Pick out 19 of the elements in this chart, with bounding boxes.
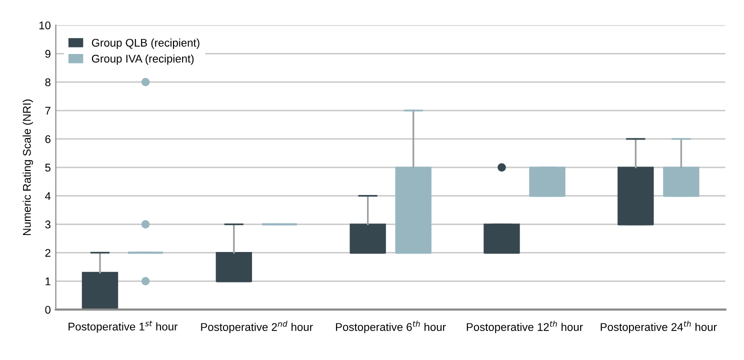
y-tick-label: 9	[45, 50, 50, 58]
y-tick-label: 0	[45, 306, 51, 314]
legend-label: Group IVA (recipient)	[92, 54, 194, 65]
x-tick-label: Postoperative 1$^{st}$ hour	[68, 320, 178, 333]
y-tick-label: 5	[45, 164, 50, 172]
y-tick-label: 7	[45, 106, 50, 115]
y-tick-label: 2	[45, 248, 50, 257]
y-tick-label: 10	[39, 21, 51, 30]
y-axis-title: Numeric Rating Scale (NRI)	[22, 100, 34, 236]
x-tick-label: Postoperative 12$^{th}$ hour	[466, 320, 583, 334]
y-tick-label: 6	[45, 135, 50, 144]
y-tick-label: 4	[45, 192, 51, 200]
x-tick-label: Postoperative 6$^{th}$ hour	[336, 320, 446, 334]
y-tick-label: 8	[45, 78, 50, 86]
legend-label: Group QLB (recipient)	[92, 38, 200, 49]
y-tick-label: 1	[46, 278, 50, 286]
y-tick-label: 3	[45, 220, 50, 228]
x-tick-label: Postoperative 2$^{nd}$ hour	[201, 320, 313, 334]
x-tick-label: Postoperative 24$^{th}$ hour	[600, 320, 717, 334]
